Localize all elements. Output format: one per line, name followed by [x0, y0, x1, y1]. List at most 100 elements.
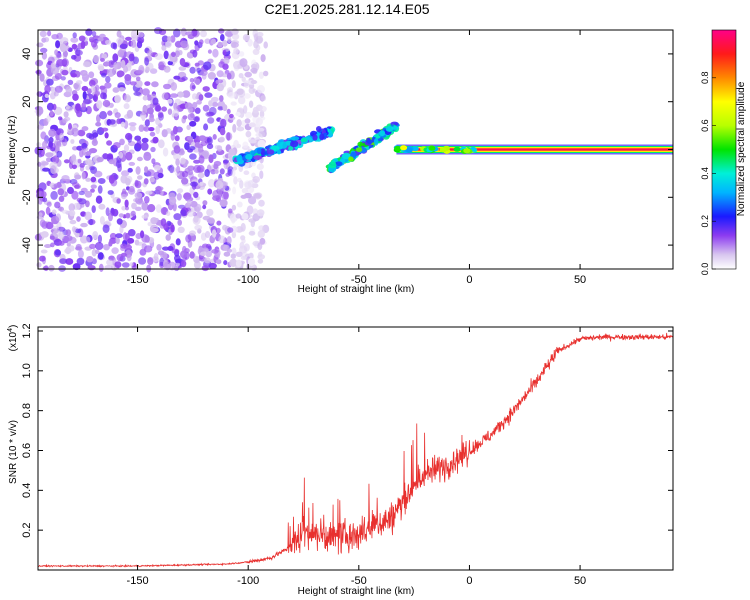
- heatmap-cell: [238, 96, 246, 105]
- heatmap-cell: [189, 66, 196, 74]
- heatmap-cell: [102, 99, 111, 108]
- x-tick-label: -150: [127, 575, 149, 587]
- heatmap-cell: [185, 31, 194, 36]
- heatmap-cell: [194, 40, 199, 46]
- heatmap-cell: [244, 80, 250, 89]
- heatmap-cell: [248, 139, 257, 144]
- heatmap-cell: [54, 249, 62, 256]
- heatmap-cell: [204, 257, 211, 264]
- heatmap-cell: [178, 66, 187, 71]
- heatmap-cell: [256, 31, 264, 38]
- heatmap-cell: [78, 35, 86, 42]
- heatmap-cell: [82, 71, 87, 78]
- heatmap-cell: [203, 61, 212, 70]
- heatmap-cell: [259, 110, 265, 119]
- heatmap-cell: [44, 244, 52, 248]
- heatmap-cell: [35, 59, 44, 67]
- heatmap-cell: [233, 176, 238, 185]
- heatmap-cell: [142, 95, 148, 101]
- heatmap-cell: [198, 145, 204, 153]
- heatmap-cell: [106, 140, 113, 146]
- heatmap-cell: [108, 240, 113, 247]
- heatmap-cell: [71, 226, 77, 233]
- heatmap-cell: [99, 85, 106, 90]
- snr-panel: -150 -100 -50 0 50 0.2 0.4 0.6 0.8 1.0 1.2 Height…: [7, 323, 674, 597]
- heatmap-cell: [256, 37, 263, 44]
- heatmap-cell: [116, 30, 122, 38]
- heatmap-cell: [175, 158, 180, 166]
- heatmap-cell: [257, 242, 263, 250]
- heatmap-cell: [135, 166, 141, 175]
- heatmap-cell: [205, 111, 214, 117]
- heatmap-cell: [193, 215, 199, 223]
- heatmap-cell: [69, 210, 76, 217]
- heatmap-cell: [123, 103, 130, 110]
- heatmap-cell: [366, 139, 373, 144]
- heatmap-cell: [86, 132, 93, 139]
- heatmap-cell: [131, 202, 137, 210]
- heatmap-cell: [185, 234, 192, 243]
- heatmap-cell: [68, 123, 72, 130]
- heatmap-cell: [223, 260, 228, 266]
- heatmap-cell: [44, 93, 49, 99]
- heatmap-cell: [219, 199, 228, 207]
- heatmap-cell: [86, 88, 93, 94]
- heatmap-cell: [175, 238, 181, 246]
- heatmap-cell: [70, 139, 75, 144]
- heatmap-cell: [374, 138, 379, 146]
- heatmap-cell: [167, 246, 174, 251]
- heatmap-cell: [135, 199, 144, 205]
- heatmap-cell: [66, 242, 71, 247]
- heatmap-cell: [120, 174, 128, 184]
- heatmap-cell: [181, 170, 189, 178]
- heatmap-cell: [35, 142, 42, 147]
- heatmap-cell: [165, 211, 171, 217]
- heatmap-cell: [116, 218, 123, 225]
- heatmap-cell: [45, 206, 51, 215]
- heatmap-cell: [189, 78, 195, 83]
- heatmap-cell: [52, 229, 61, 238]
- heatmap-cell: [50, 165, 57, 175]
- heatmap-cell: [74, 174, 82, 180]
- heatmap-cell: [256, 163, 264, 170]
- heatmap-cell: [84, 211, 92, 221]
- heatmap-cell: [126, 109, 134, 119]
- heatmap-cell: [248, 87, 255, 94]
- heatmap-cell: [182, 90, 191, 98]
- heatmap-cell: [134, 79, 143, 88]
- heatmap-cell: [328, 161, 337, 169]
- heatmap-cell: [173, 75, 181, 80]
- heatmap-cell: [154, 53, 163, 60]
- heatmap-cell: [148, 117, 155, 123]
- heatmap-cell: [77, 129, 86, 137]
- heatmap-cell: [194, 203, 202, 212]
- heatmap-cell: [86, 256, 94, 263]
- heatmap-cell: [218, 136, 225, 143]
- x-tick-label: -100: [237, 274, 259, 286]
- heatmap-cell: [144, 57, 150, 66]
- heatmap-cell: [118, 87, 126, 92]
- heatmap-cell: [153, 164, 161, 171]
- heatmap-cell: [243, 105, 248, 114]
- heatmap-cell: [168, 196, 177, 206]
- heatmap-cell: [40, 47, 48, 53]
- heatmap-cell: [75, 80, 83, 85]
- heatmap-cell: [85, 236, 91, 244]
- heatmap-cell: [187, 113, 195, 121]
- heatmap-cell: [67, 79, 74, 85]
- heatmap-cell: [238, 51, 245, 57]
- heatmap-cell: [216, 83, 224, 92]
- heatmap-cell: [186, 200, 192, 206]
- heatmap-cell: [112, 208, 119, 217]
- colorbar-frame: [711, 29, 737, 270]
- heatmap-cell: [219, 127, 226, 136]
- y-tick-label: -20: [21, 189, 33, 205]
- heatmap-cell: [173, 213, 182, 221]
- y-tick-label: 0.8: [21, 403, 33, 418]
- spectrogram-x-label: Height of straight line (km): [298, 284, 415, 295]
- heatmap-cell: [40, 191, 47, 198]
- heatmap-cell: [232, 186, 237, 195]
- heatmap-cell: [70, 37, 79, 43]
- heatmap-cell: [220, 118, 227, 128]
- heatmap-cell: [71, 164, 77, 170]
